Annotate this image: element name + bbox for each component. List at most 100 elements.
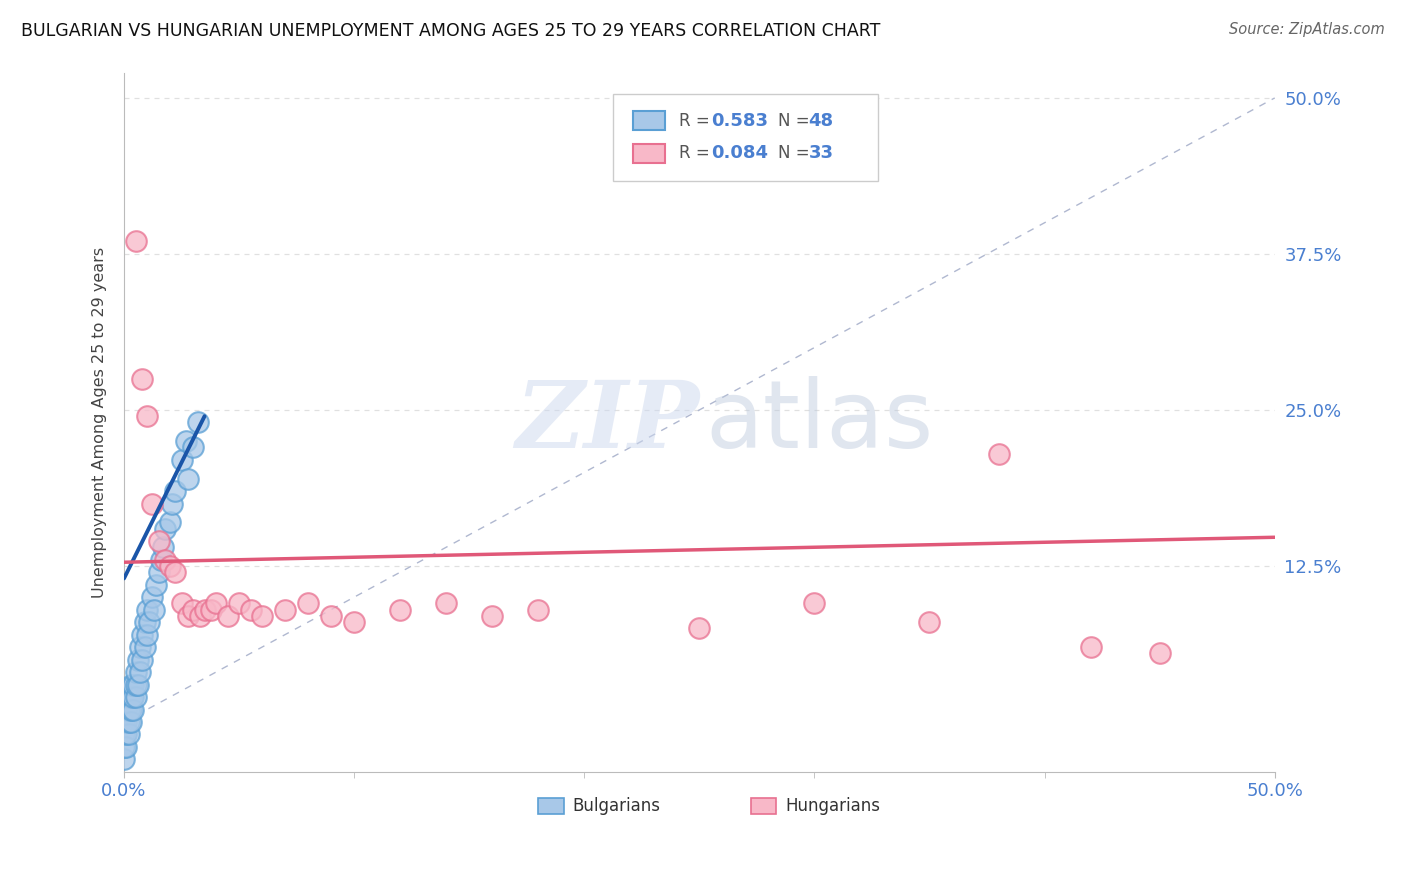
Point bbox=[112, 752, 135, 766]
Point bbox=[188, 608, 211, 623]
Point bbox=[136, 627, 159, 641]
Text: 48: 48 bbox=[808, 112, 834, 129]
Text: R =: R = bbox=[679, 112, 714, 129]
Point bbox=[434, 596, 457, 610]
Bar bbox=[538, 798, 564, 814]
Point bbox=[148, 534, 170, 549]
Point bbox=[127, 677, 149, 691]
Point bbox=[803, 596, 825, 610]
Bar bbox=[751, 798, 776, 814]
Point bbox=[174, 434, 197, 449]
Point bbox=[274, 602, 297, 616]
Point bbox=[112, 739, 135, 754]
Text: 0.084: 0.084 bbox=[711, 145, 768, 162]
Point bbox=[163, 484, 186, 499]
Point bbox=[149, 553, 172, 567]
Point bbox=[688, 621, 710, 635]
Point bbox=[124, 690, 146, 704]
Bar bbox=[633, 111, 665, 130]
Point bbox=[115, 714, 138, 729]
Point bbox=[145, 577, 167, 591]
Text: R =: R = bbox=[679, 145, 714, 162]
Point bbox=[170, 596, 193, 610]
Point bbox=[122, 702, 145, 716]
Point bbox=[152, 541, 174, 555]
Point bbox=[155, 522, 177, 536]
Point bbox=[127, 652, 149, 666]
Point bbox=[217, 608, 239, 623]
Point bbox=[138, 615, 160, 629]
Point bbox=[205, 596, 228, 610]
Text: Source: ZipAtlas.com: Source: ZipAtlas.com bbox=[1229, 22, 1385, 37]
Point bbox=[122, 690, 145, 704]
Point bbox=[481, 608, 503, 623]
Point bbox=[239, 602, 262, 616]
Text: N =: N = bbox=[778, 145, 814, 162]
Point bbox=[170, 453, 193, 467]
Point bbox=[122, 677, 145, 691]
Point bbox=[124, 677, 146, 691]
Point bbox=[117, 690, 139, 704]
Point bbox=[117, 702, 139, 716]
Point bbox=[155, 553, 177, 567]
Point bbox=[1149, 646, 1171, 660]
Point bbox=[177, 608, 200, 623]
Point bbox=[159, 516, 181, 530]
Point bbox=[181, 441, 204, 455]
Point bbox=[136, 409, 159, 424]
Y-axis label: Unemployment Among Ages 25 to 29 years: Unemployment Among Ages 25 to 29 years bbox=[93, 247, 107, 598]
Point bbox=[228, 596, 250, 610]
Point bbox=[117, 714, 139, 729]
Point bbox=[117, 727, 139, 741]
Point bbox=[148, 565, 170, 579]
Point bbox=[120, 702, 142, 716]
Point bbox=[141, 497, 163, 511]
Point bbox=[136, 602, 159, 616]
Text: 0.583: 0.583 bbox=[711, 112, 768, 129]
Point bbox=[142, 602, 165, 616]
Point bbox=[131, 372, 153, 386]
Point bbox=[131, 652, 153, 666]
Point bbox=[193, 602, 215, 616]
Point bbox=[134, 615, 156, 629]
Text: BULGARIAN VS HUNGARIAN UNEMPLOYMENT AMONG AGES 25 TO 29 YEARS CORRELATION CHART: BULGARIAN VS HUNGARIAN UNEMPLOYMENT AMON… bbox=[21, 22, 880, 40]
Point bbox=[297, 596, 319, 610]
Point bbox=[115, 702, 138, 716]
Point bbox=[181, 602, 204, 616]
Text: N =: N = bbox=[778, 112, 814, 129]
Point bbox=[162, 497, 184, 511]
Point bbox=[129, 665, 152, 679]
Point bbox=[120, 677, 142, 691]
Point bbox=[141, 590, 163, 604]
Point bbox=[250, 608, 273, 623]
Point bbox=[321, 608, 343, 623]
Point bbox=[163, 565, 186, 579]
Point bbox=[987, 447, 1010, 461]
Point bbox=[129, 640, 152, 654]
Point bbox=[112, 714, 135, 729]
Text: atlas: atlas bbox=[704, 376, 934, 468]
Point bbox=[120, 690, 142, 704]
Point bbox=[187, 416, 209, 430]
Point bbox=[159, 558, 181, 573]
Point bbox=[389, 602, 412, 616]
Point bbox=[131, 627, 153, 641]
Text: Hungarians: Hungarians bbox=[786, 797, 880, 815]
Text: ZIP: ZIP bbox=[515, 377, 699, 467]
Point bbox=[200, 602, 222, 616]
Point bbox=[115, 739, 138, 754]
Point bbox=[134, 640, 156, 654]
Point bbox=[1080, 640, 1102, 654]
Point bbox=[115, 727, 138, 741]
Point bbox=[112, 727, 135, 741]
Bar bbox=[633, 144, 665, 163]
Point bbox=[177, 472, 200, 486]
Point bbox=[918, 615, 941, 629]
Text: Bulgarians: Bulgarians bbox=[572, 797, 661, 815]
Text: 33: 33 bbox=[808, 145, 834, 162]
Point bbox=[124, 235, 146, 249]
Point bbox=[124, 665, 146, 679]
FancyBboxPatch shape bbox=[613, 94, 877, 181]
Point bbox=[527, 602, 550, 616]
Point bbox=[343, 615, 366, 629]
